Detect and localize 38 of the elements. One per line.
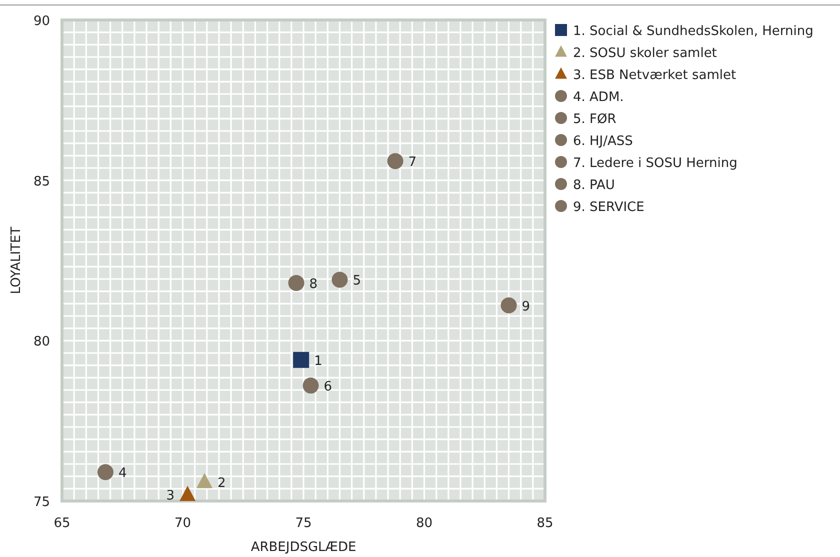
- legend-label: 4. ADM.: [573, 90, 624, 105]
- legend-label: 1. Social & SundhedsSkolen, Herning: [573, 24, 814, 39]
- x-axis-title: ARBEJDSGLÆDE: [250, 540, 356, 555]
- annotation: 7: [408, 155, 417, 170]
- legend-label: 6. HJ/ASS: [573, 134, 633, 149]
- y-tick-label: 75: [33, 495, 50, 510]
- annotation: 3: [166, 488, 175, 504]
- y-tick-label: 90: [33, 14, 50, 29]
- point: [180, 486, 196, 501]
- annotation: 6: [324, 380, 332, 395]
- point: [387, 153, 404, 170]
- legend-label: 8. PAU: [573, 178, 615, 193]
- y-tick-label: 85: [33, 174, 50, 190]
- annotation: 8: [309, 276, 318, 292]
- x-tick-label: 65: [54, 516, 70, 531]
- legend-label: 7. Ledere i SOSU Herning: [573, 156, 738, 171]
- legend-label: 5. FØR: [573, 112, 616, 127]
- point: [97, 464, 114, 480]
- annotation: 1: [314, 354, 322, 369]
- annotation: 2: [217, 476, 226, 491]
- x-tick-label: 70: [174, 516, 192, 531]
- annotation: 4: [118, 466, 127, 482]
- legend-label: 3. ESB Netværket samlet: [573, 68, 736, 83]
- point: [500, 297, 517, 314]
- annotation: 9: [522, 299, 530, 314]
- legend-label: 9. SERVICE: [573, 200, 644, 215]
- x-tick-label: 80: [416, 516, 433, 531]
- y-tick-label: 80: [33, 334, 50, 350]
- annotation: 5: [352, 274, 362, 289]
- x-tick-label: 75: [295, 516, 312, 531]
- point: [332, 272, 348, 288]
- point: [288, 274, 304, 291]
- point: [293, 352, 310, 368]
- y-axis-title: LOYALITET: [9, 226, 24, 294]
- point: [302, 378, 319, 394]
- x-tick-label: 85: [536, 516, 554, 531]
- point: [196, 472, 212, 488]
- legend-label: 2. SOSU skoler samlet: [573, 46, 717, 61]
